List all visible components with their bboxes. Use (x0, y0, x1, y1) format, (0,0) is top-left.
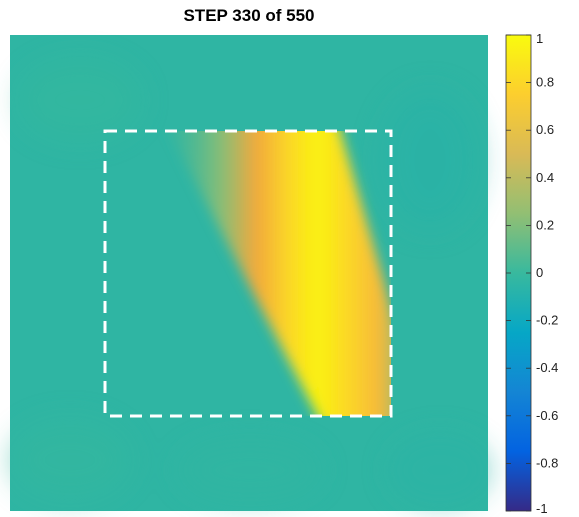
colorbar-tick-label: 0.8 (536, 75, 554, 90)
colorbar: 1 0.8 0.6 0.4 0.2 0 -0.2 -0.4 -0.6 -0.8 -1 (505, 31, 558, 516)
colorbar-tick-label: -0.8 (536, 455, 558, 470)
chart-title: STEP 330 of 550 (183, 6, 315, 25)
colorbar-tick-label: 0.2 (536, 217, 554, 232)
colorbar-tick-label: 0.6 (536, 122, 554, 137)
heatmap-field (10, 35, 490, 511)
dashed-region-outline (103, 129, 393, 418)
colorbar-tick-label: -0.2 (536, 313, 558, 328)
colorbar-tick-label: -0.6 (536, 408, 558, 423)
heatmap-band (168, 131, 391, 416)
colorbar-tick-label: -1 (536, 501, 548, 516)
colorbar-tick-label: 1 (536, 31, 543, 46)
colorbar-tick-label: 0 (536, 265, 543, 280)
colorbar-tick-label: -0.4 (536, 360, 558, 375)
colorbar-tick-label: 0.4 (536, 170, 554, 185)
